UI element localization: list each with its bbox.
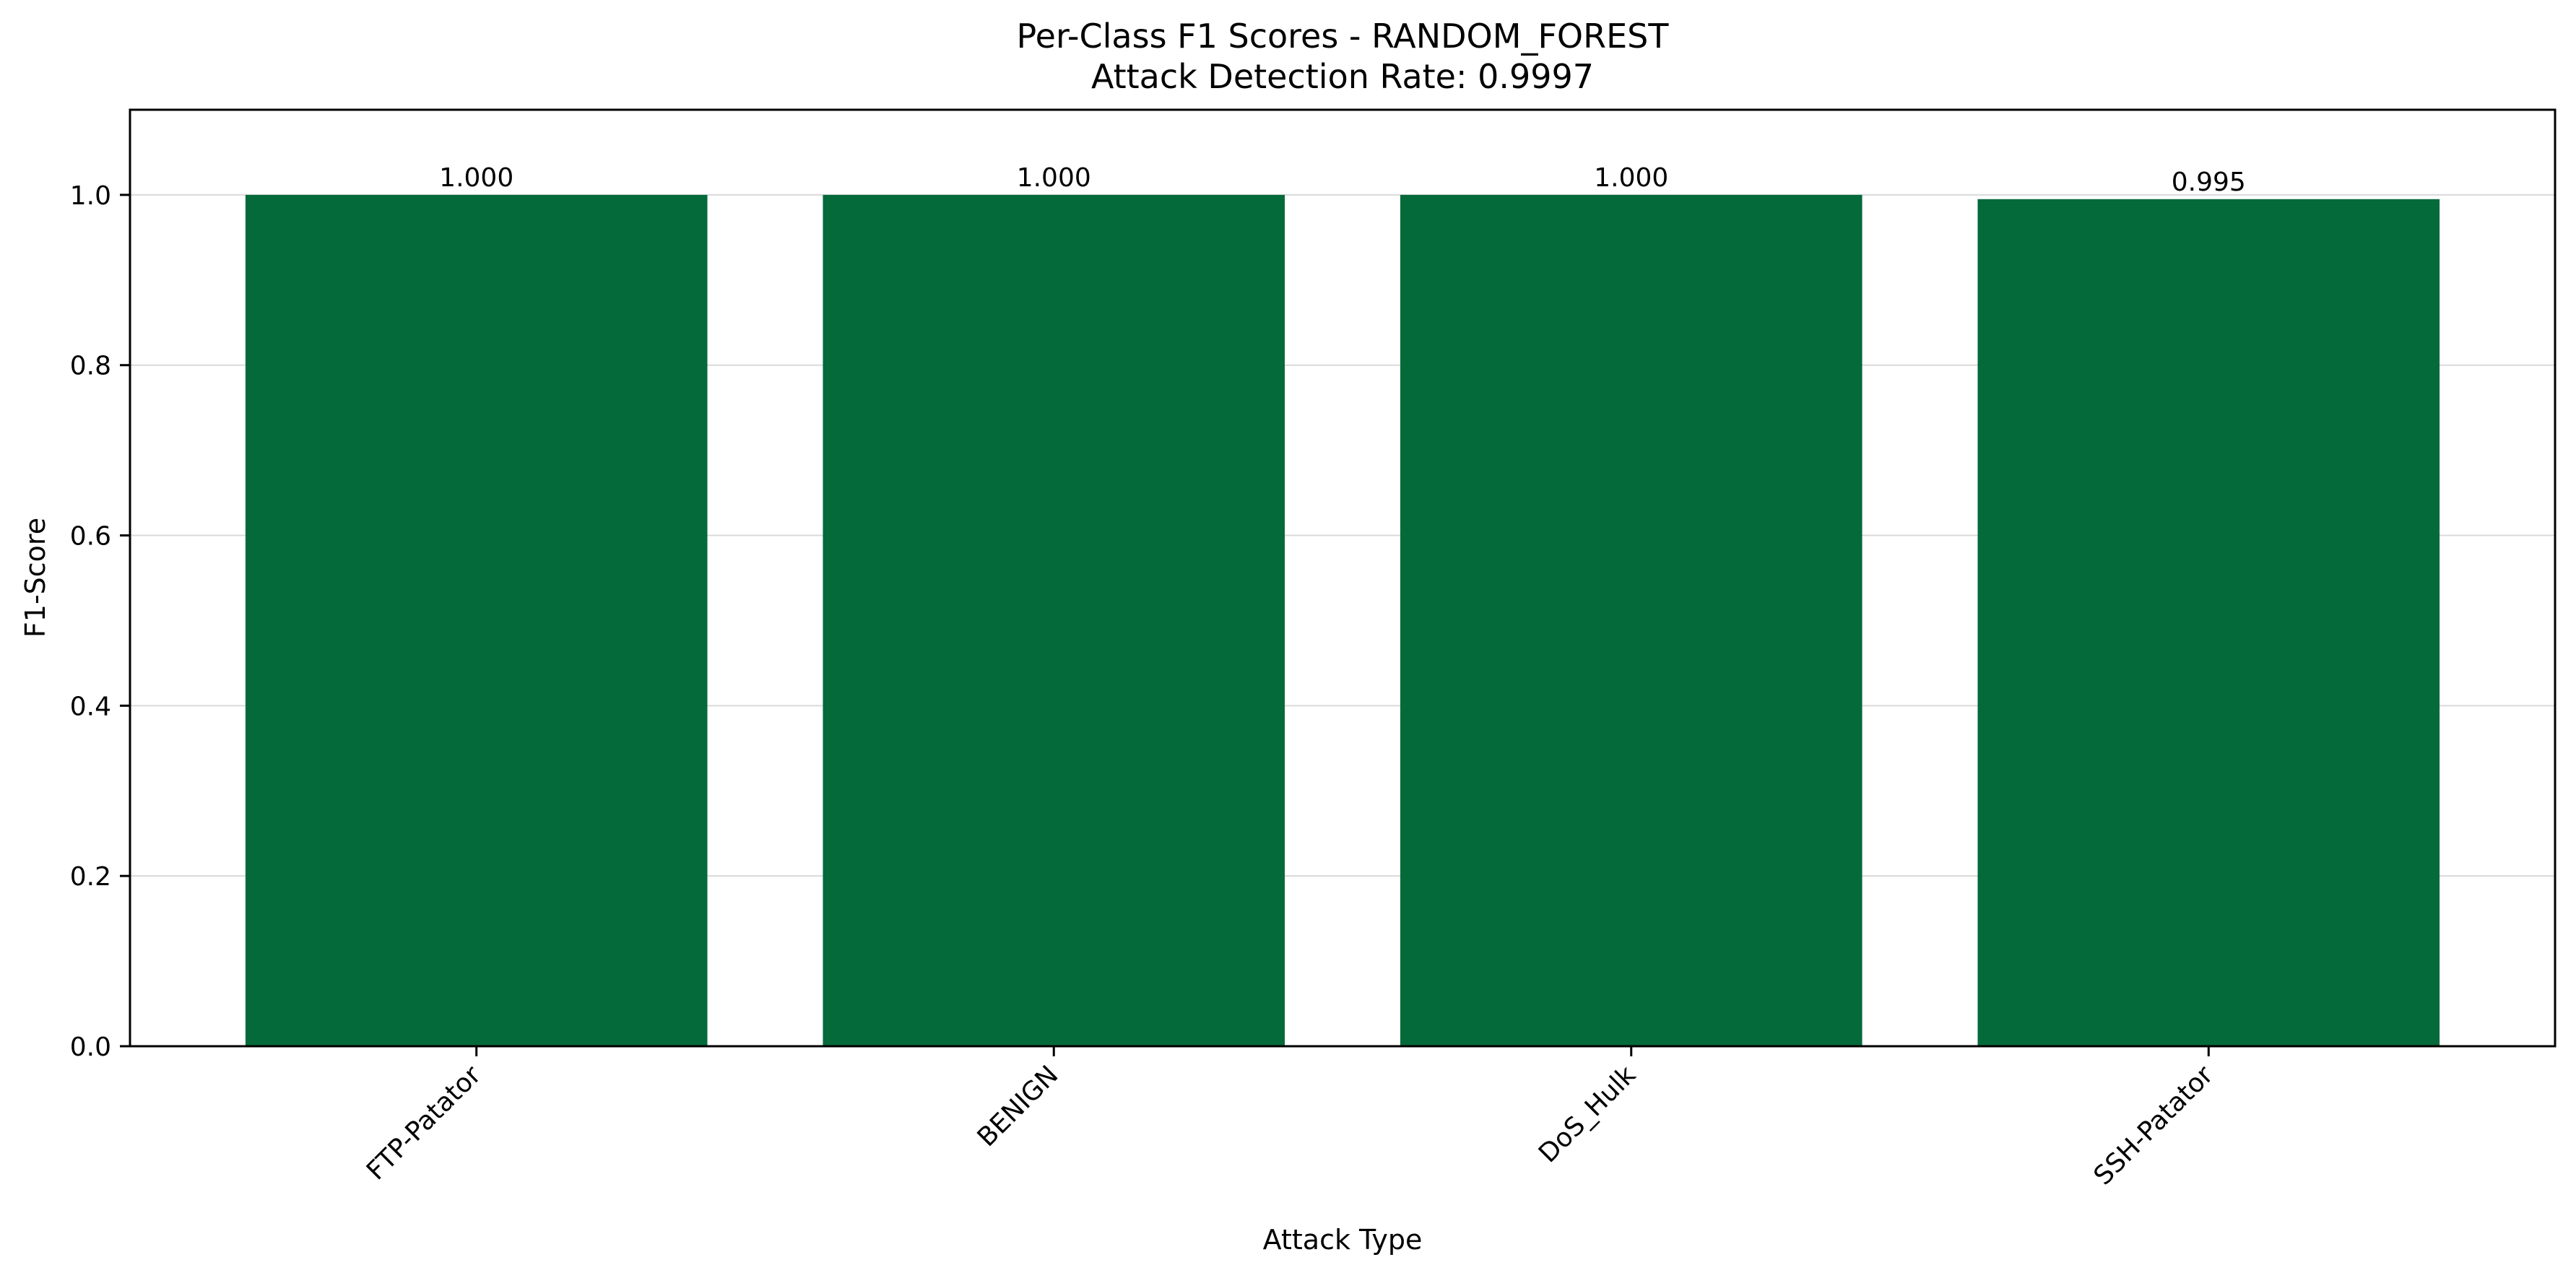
bar xyxy=(1400,194,1862,1047)
y-tick-label: 1.0 xyxy=(70,181,111,211)
chart-subtitle: Attack Detection Rate: 0.9997 xyxy=(1091,57,1594,96)
bar-value-labels: 1.000 1.000 1.000 0.995 xyxy=(439,163,2246,197)
x-axis-label: Attack Type xyxy=(1263,1224,1423,1256)
bar xyxy=(823,194,1285,1047)
x-tick-label: DoS_Hulk xyxy=(1533,1060,1642,1168)
y-tick-label: 0.6 xyxy=(70,522,111,552)
bars xyxy=(245,194,2440,1047)
bar xyxy=(245,194,708,1047)
y-tick-label: 0.0 xyxy=(70,1033,111,1062)
x-tick-label: FTP-Patator xyxy=(361,1060,487,1186)
y-axis-ticks: 0.0 0.2 0.4 0.6 0.8 1.0 xyxy=(70,181,130,1062)
bar xyxy=(1977,199,2440,1046)
x-tick-label: BENIGN xyxy=(972,1060,1064,1152)
y-tick-label: 0.4 xyxy=(70,692,111,721)
y-axis-label: F1-Score xyxy=(19,518,51,638)
y-tick-label: 0.8 xyxy=(70,352,111,381)
bar-value-label: 0.995 xyxy=(2172,168,2246,197)
x-tick-label: SSH-Patator xyxy=(2089,1060,2219,1191)
x-axis-ticks: FTP-Patator BENIGN DoS_Hulk SSH-Patator xyxy=(361,1046,2219,1191)
y-tick-label: 0.2 xyxy=(70,862,111,892)
plot-frame xyxy=(129,108,2557,1048)
bar-value-label: 1.000 xyxy=(439,163,513,193)
chart-title: Per-Class F1 Scores - RANDOM_FOREST xyxy=(1017,17,1670,56)
bar-value-label: 1.000 xyxy=(1017,163,1091,193)
bar-value-label: 1.000 xyxy=(1594,163,1668,193)
